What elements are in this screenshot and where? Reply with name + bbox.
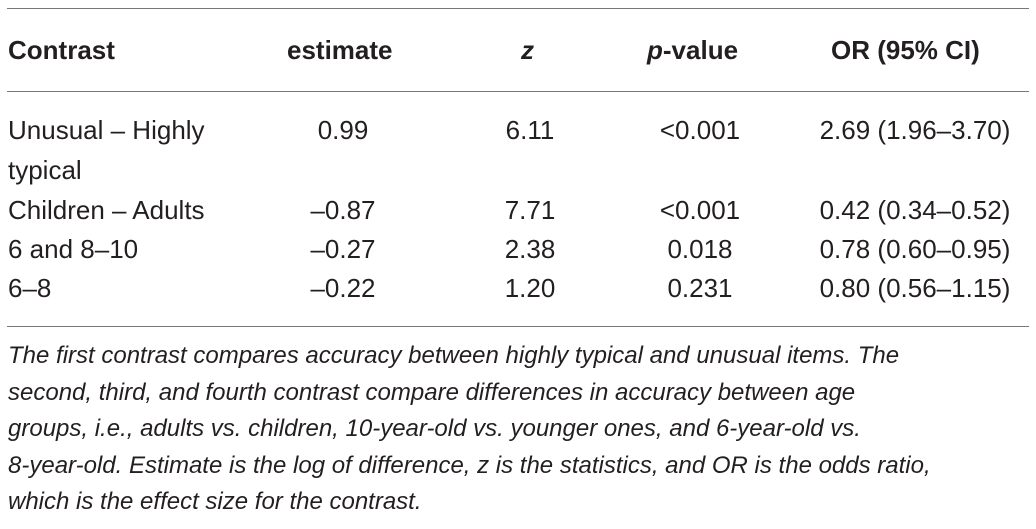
table-header-rule [7,91,1029,92]
row-contrast-line2: typical [8,155,82,185]
row-p-value: <0.001 [659,115,741,145]
header-p-rest: -value [662,35,739,65]
header-contrast: Contrast [8,35,115,65]
header-p-italic: p [647,35,663,65]
row-or: 0.42 (0.34–0.52) [819,195,1011,225]
header-z-text: z [521,35,534,65]
row-or: 0.78 (0.60–0.95) [819,234,1011,264]
footnote-line: The first contrast compares accuracy bet… [8,342,900,369]
header-estimate: estimate [287,35,393,65]
row-contrast-line1: 6 and 8–10 [8,234,139,264]
row-contrast-line1: Unusual – Highly [8,115,205,145]
row-z: 2.38 [504,234,556,264]
row-z: 7.71 [504,195,556,225]
table-bottom-rule [7,326,1029,327]
row-z: 6.11 [505,115,555,145]
row-p-value: <0.001 [659,195,741,225]
row-estimate: 0.99 [317,115,369,145]
row-estimate: –0.27 [310,234,376,264]
footnote-line: second, third, and fourth contrast compa… [8,378,856,406]
header-p-value: p-value [647,31,738,69]
header-or: OR (95% CI) [831,35,980,65]
footnote-line: 8-year-old. Estimate is the log of diffe… [8,451,931,479]
row-p-value: 0.018 [667,234,733,264]
row-contrast-line1: Children – Adults [8,195,205,225]
header-z: z [521,31,534,69]
row-or: 0.80 (0.56–1.15) [819,273,1011,303]
row-z: 1.20 [504,273,556,303]
row-estimate: –0.87 [310,195,376,225]
row-estimate: –0.22 [310,273,376,303]
row-or: 2.69 (1.96–3.70) [819,115,1011,145]
table-footnote: The first contrast compares accuracy bet… [8,338,1028,521]
row-p-value: 0.231 [667,273,733,303]
footnote-line: groups, i.e., adults vs. children, 10-ye… [8,415,861,442]
table-top-rule [7,8,1029,9]
footnote-line: which is the effect size for the contras… [8,488,422,515]
row-contrast-line1: 6–8 [8,273,52,303]
